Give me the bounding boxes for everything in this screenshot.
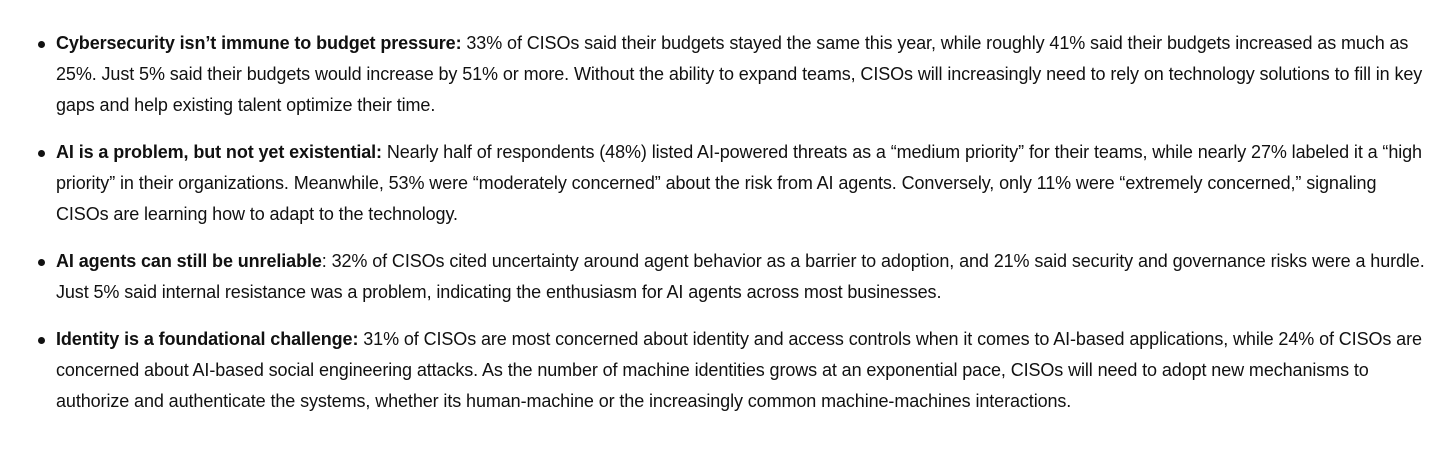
bullet-ai-problem: AI is a problem, but not yet existential…	[38, 137, 1426, 230]
bullet-lead: Identity is a foundational challenge:	[56, 329, 359, 349]
bullet-lead: Cybersecurity isn’t immune to budget pre…	[56, 33, 462, 53]
bullet-dot-icon	[38, 150, 45, 157]
bullet-dot-icon	[38, 337, 45, 344]
bullet-list: Cybersecurity isn’t immune to budget pre…	[38, 28, 1426, 417]
bullet-body: 33% of CISOs said their budgets stayed t…	[56, 33, 1423, 115]
bullet-dot-icon	[38, 259, 45, 266]
bullet-body: : 32% of CISOs cited uncertainty around …	[56, 251, 1425, 302]
bullet-budget-pressure: Cybersecurity isn’t immune to budget pre…	[38, 28, 1426, 121]
bullet-lead: AI is a problem, but not yet existential…	[56, 142, 382, 162]
bullet-body: 31% of CISOs are most concerned about id…	[56, 329, 1422, 411]
bullet-lead: AI agents can still be unreliable	[56, 251, 322, 271]
bullet-dot-icon	[38, 41, 45, 48]
bullet-identity-challenge: Identity is a foundational challenge: 31…	[38, 324, 1426, 417]
bullet-ai-agents-unreliable: AI agents can still be unreliable: 32% o…	[38, 246, 1426, 308]
bullet-body: Nearly half of respondents (48%) listed …	[56, 142, 1422, 224]
